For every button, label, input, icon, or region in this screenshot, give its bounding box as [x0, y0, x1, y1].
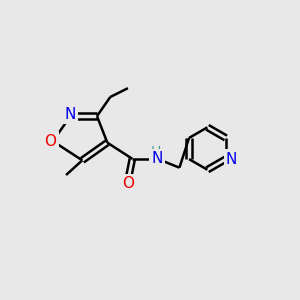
Text: O: O — [44, 134, 56, 149]
Text: N: N — [152, 151, 163, 166]
Text: N: N — [226, 152, 237, 166]
Text: O: O — [122, 176, 134, 191]
Text: H: H — [151, 146, 161, 159]
Text: N: N — [65, 107, 76, 122]
